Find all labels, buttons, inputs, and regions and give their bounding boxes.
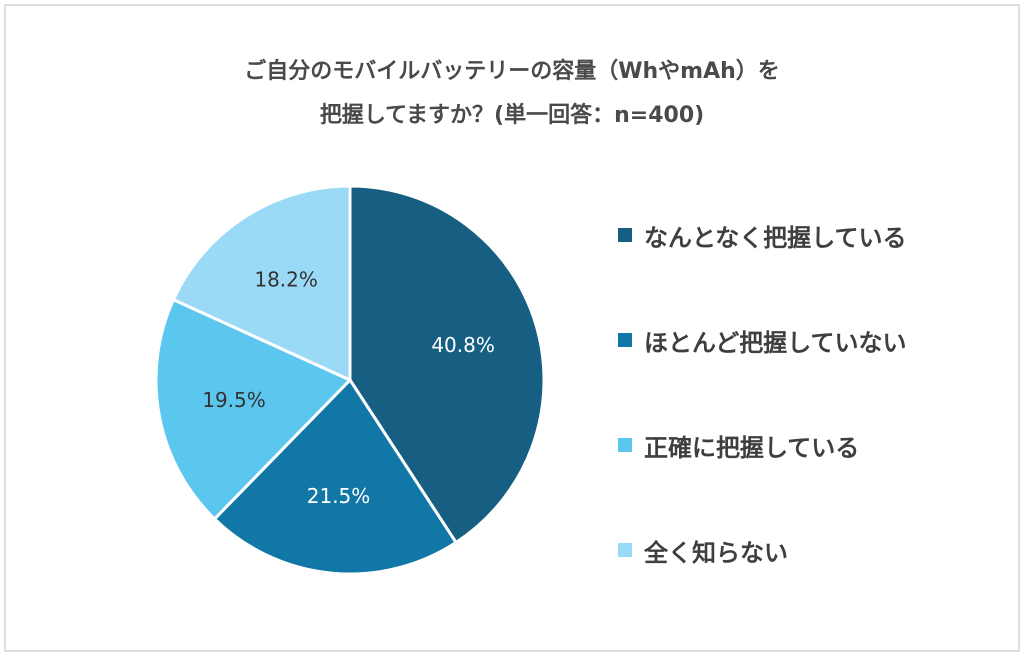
chart-title-line-2: 把握してますか？(単一回答：n=400) (319, 103, 705, 128)
legend-item: なんとなく把握している (618, 211, 998, 259)
legend-item: 全く知らない (618, 526, 998, 574)
legend-swatch (618, 333, 632, 347)
pie-slice (171, 184, 352, 382)
legend-swatch (618, 543, 632, 557)
legend-swatch (618, 228, 632, 242)
pie-slice (213, 378, 458, 576)
pie-slice (154, 298, 352, 521)
legend-label: ほとんど把握していない (644, 328, 907, 357)
legend-item: 正確に把握している (618, 421, 998, 469)
legend-label: 正確に把握している (644, 433, 860, 462)
legend: なんとなく把握している ほとんど把握していない 正確に把握している 全く知らない (618, 211, 998, 631)
legend-label: なんとなく把握している (644, 223, 907, 252)
slice-value-label: 19.5% (202, 388, 266, 412)
legend-item: ほとんど把握していない (618, 316, 998, 364)
pie-slice-labels: 40.8% 21.5% 19.5% 18.2% (202, 267, 495, 508)
chart-title-line-1: ご自分のモバイルバッテリーの容量（WhやmAh）を (244, 59, 780, 84)
slice-value-label: 18.2% (254, 267, 318, 291)
pie-slices (154, 184, 546, 576)
legend-label: 全く知らない (644, 538, 788, 567)
chart-title: ご自分のモバイルバッテリーの容量（WhやmAh）を 把握してますか？(単一回答：… (6, 50, 1018, 138)
slice-value-label: 40.8% (431, 333, 495, 357)
slice-value-label: 21.5% (307, 484, 371, 508)
legend-swatch (618, 438, 632, 452)
